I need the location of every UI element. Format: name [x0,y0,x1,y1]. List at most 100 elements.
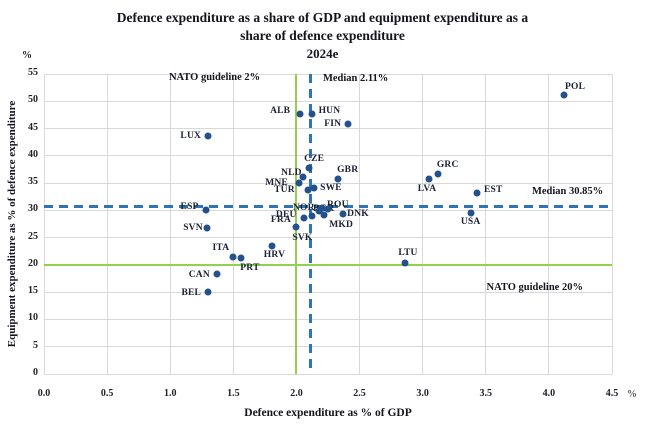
point-label-LVA: LVA [417,184,437,195]
median-gdp-line [309,74,313,374]
x-gridline [422,74,424,374]
chart-header: Defence expenditure as a share of GDP an… [0,9,645,62]
y-tick-label: 5 [33,339,38,351]
x-gridline [611,74,613,374]
point-label-POL: POL [565,82,586,93]
point-label-NLD: NLD [281,167,302,178]
scatter-point-PRT [237,254,245,262]
scatter-point-ITA [229,253,237,261]
y-gridline [44,318,612,320]
y-gridline [44,373,612,375]
x-tick-label: 2.0 [290,388,303,399]
y-axis-title: Equipment expenditure as % of defence ex… [6,100,18,348]
scatter-point-BGR [315,207,323,215]
point-label-DNK: DNK [347,209,369,220]
x-tick-label: 1.0 [163,388,177,399]
y-tick-label: 25 [28,230,38,242]
point-label-SWE: SWE [320,183,342,193]
scatter-point-ROU [324,205,332,213]
point-label-ROU: ROU [327,199,349,210]
y-gridline [44,237,612,239]
y-gridline [44,100,612,102]
y-tick-label: 45 [28,121,38,133]
scatter-point-CAN [213,270,221,278]
point-label-LUX: LUX [180,131,202,142]
y-tick-label: 55 [28,67,38,78]
y-tick-label: 10 [28,312,38,324]
x-tick-label: 2.5 [353,388,366,399]
point-label-CAN: CAN [188,270,210,281]
scatter-point-USA [467,209,475,217]
scatter-point-EST [473,189,481,197]
y-tick-label: 50 [28,94,38,106]
chart-title: Defence expenditure as a share of GDP an… [116,10,529,43]
y-tick-label: 35 [28,176,38,188]
y-axis-unit: % [22,50,32,61]
point-label-ALB: ALB [270,105,291,116]
scatter-point-FRA [300,214,308,222]
y-tick-label: 15 [28,285,38,297]
x-gridline [106,74,108,374]
scatter-point-ALB [296,110,304,118]
scatter-point-GBR [334,175,342,183]
point-label-LTU: LTU [398,248,418,259]
x-tick-label: 0.0 [37,388,51,399]
point-label-ESP: ESP [180,202,199,213]
scatter-point-LTU [401,259,409,267]
y-tick-label: 40 [28,148,38,160]
point-label-PRT: PRT [240,263,260,274]
point-label-USA: USA [460,217,481,228]
median-equipment-label: Median 30.85% [531,185,604,197]
nato-guideline-equipment-label: NATO guideline 20% [486,282,583,294]
scatter-point-BEL [204,288,212,296]
x-gridline [232,74,234,374]
scatter-point-MNE [295,179,303,187]
x-axis-title: Defence expenditure as % of GDP [244,407,412,419]
x-gridline [169,74,171,374]
point-label-SVK: SVK [292,233,313,244]
scatter-point-CZE [305,164,313,172]
point-label-DEU: DEU [275,209,297,220]
nato-guideline-equipment-line [44,263,612,266]
x-tick-label: 4.5 [605,388,619,399]
x-gridline [485,74,487,374]
point-label-CZE: CZE [304,154,325,165]
point-label-FIN: FIN [324,118,342,129]
point-label-HUN: HUN [318,105,341,116]
scatter-point-NLD [299,173,307,181]
scatter-point-SVN [203,224,211,232]
scatter-point-HRV [268,242,276,250]
point-label-HRV: HRV [263,249,286,260]
x-tick-label: 3.0 [416,388,429,399]
point-label-SVN: SVN [183,222,203,233]
point-label-ITA: ITA [212,243,230,254]
y-tick-label: 20 [28,257,38,269]
scatter-point-DEU [308,212,316,220]
y-gridline [44,155,612,157]
point-label-NOR: NOR [292,203,315,214]
median-gdp-label: Median 2.11% [322,73,389,84]
y-tick-label: 30 [28,203,38,215]
scatter-point-SVK [292,223,300,231]
x-tick-label: 0.5 [100,388,114,399]
point-label-GRC: GRC [436,160,459,171]
y-gridline [44,346,612,348]
scatter-point-POL [560,91,568,99]
scatter-point-DNK [339,210,347,218]
scatter-point-TÜR [304,186,312,194]
scatter-point-LUX [204,132,212,140]
point-label-GBR: GBR [337,165,359,176]
y-gridline [44,182,612,184]
x-gridline [548,74,550,374]
scatter-point-GRC [434,170,442,178]
scatter-point-SWE [310,184,318,192]
scatter-point-FIN [344,120,352,128]
point-label-TÜR: TÜR [274,184,295,195]
y-tick-label: 0 [33,367,38,378]
x-gridline [359,74,361,374]
y-gridline [44,73,612,75]
scatter-point-MKD [320,211,328,219]
y-gridline [44,291,612,293]
scatter-point-LVA [425,175,433,183]
point-label-EST: EST [483,185,503,196]
